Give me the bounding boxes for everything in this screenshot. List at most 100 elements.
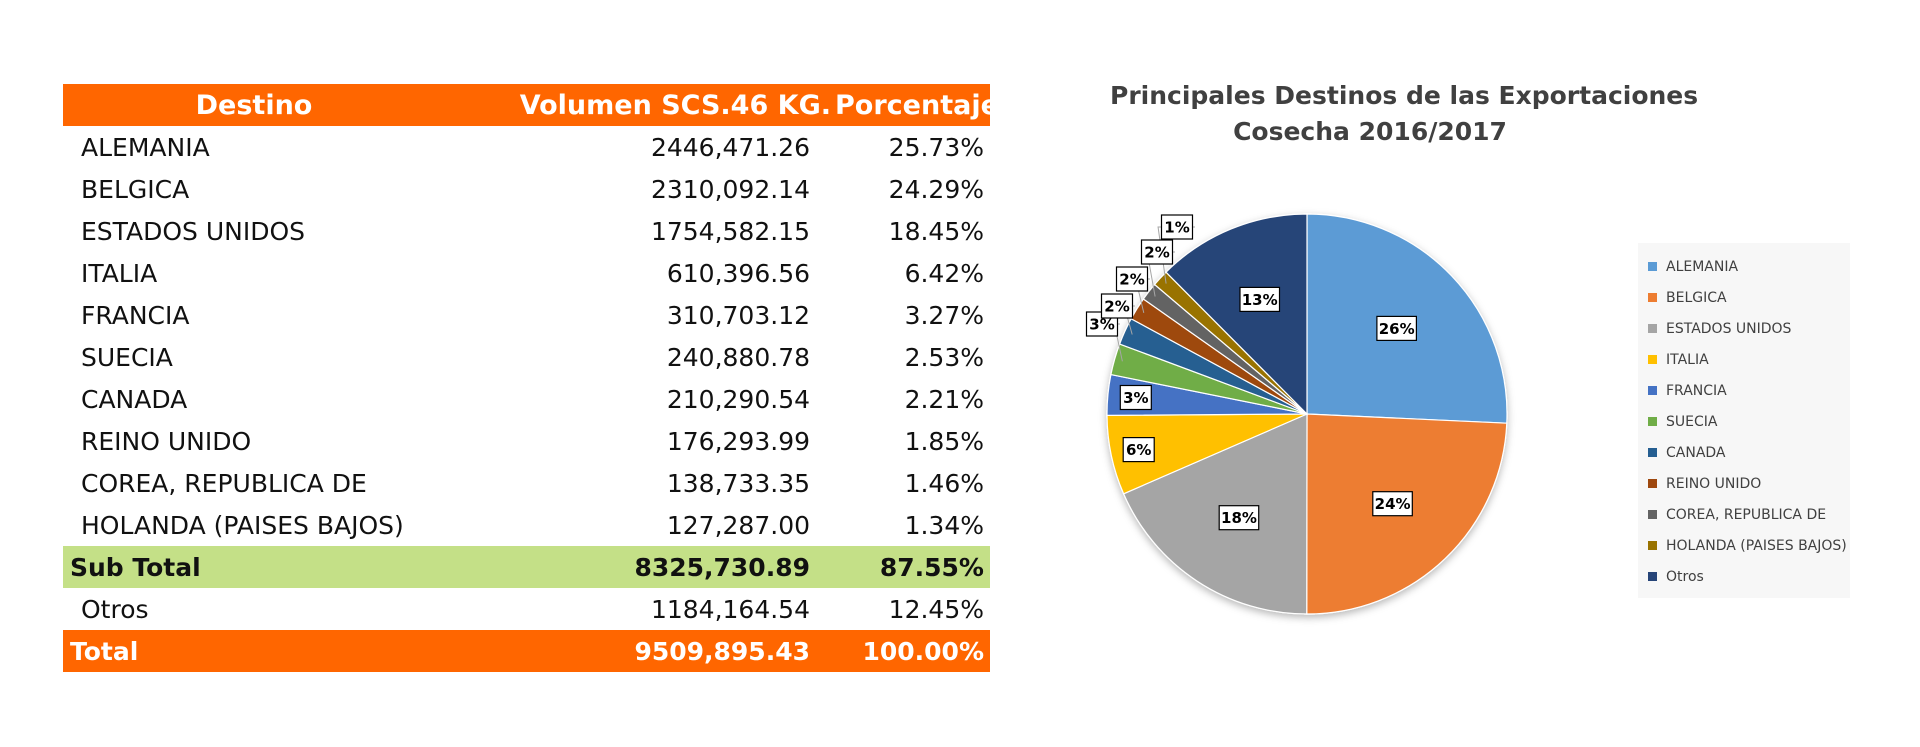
table-row: HOLANDA (PAISES BAJOS) 127,287.00 1.34%: [63, 504, 990, 546]
legend-item: CANADA: [1638, 437, 1850, 468]
legend-label: Otros: [1666, 568, 1704, 585]
cell-destino: FRANCIA: [81, 300, 190, 330]
cell-volumen: 2310,092.14: [650, 174, 810, 204]
legend-item: ITALIA: [1638, 344, 1850, 375]
table-row: BELGICA 2310,092.14 24.29%: [63, 168, 990, 210]
legend-label: HOLANDA (PAISES BAJOS): [1666, 537, 1847, 554]
pie-chart: 26%24%18%6%3%3%2%2%2%1%13%: [1085, 213, 1508, 615]
data-label: 2%: [1119, 271, 1144, 289]
cell-volumen: 176,293.99: [666, 426, 810, 456]
data-label: 1%: [1164, 219, 1189, 237]
legend-label: COREA, REPUBLICA DE: [1666, 506, 1827, 523]
data-label-box: [1160, 214, 1194, 240]
chart-title-line: Principales Destinos de las Exportacione…: [1110, 81, 1699, 110]
cell-destino: COREA, REPUBLICA DE: [81, 468, 367, 498]
legend-swatch: [1648, 479, 1657, 488]
total-row: Total 9509,895.43 100.00%: [63, 630, 990, 672]
data-label: 24%: [1375, 495, 1411, 513]
data-label: 13%: [1242, 291, 1278, 309]
table-row: ESTADOS UNIDOS 1754,582.15 18.45%: [63, 210, 990, 252]
table-row: ALEMANIA 2446,471.26 25.73%: [63, 126, 990, 168]
legend-swatch: [1648, 417, 1657, 426]
legend-label: REINO UNIDO: [1666, 475, 1762, 492]
data-label-box: [1140, 239, 1174, 265]
table-header-row: Destino Volumen SCS.46 KG. Porcentaje: [63, 84, 990, 126]
data-label-box: [1119, 384, 1152, 411]
legend-swatch: [1648, 355, 1657, 364]
header-porcentaje: Porcentaje: [835, 84, 990, 126]
data-label: 2%: [1104, 298, 1129, 316]
chart-subtitle-line: Cosecha 2016/2017: [1233, 117, 1507, 146]
header-destino: Destino: [63, 84, 445, 126]
cell-volumen: 210,290.54: [666, 384, 810, 414]
legend-swatch: [1648, 386, 1657, 395]
legend-label: FRANCIA: [1666, 382, 1727, 399]
cell-volumen: 2446,471.26: [650, 132, 810, 162]
legend-swatch: [1648, 572, 1657, 581]
data-label: 26%: [1379, 320, 1415, 338]
data-label: 3%: [1123, 389, 1148, 407]
legend-item: BELGICA: [1638, 282, 1850, 313]
legend-item: REINO UNIDO: [1638, 468, 1850, 499]
legend-swatch: [1648, 293, 1657, 302]
table-row: FRANCIA 310,703.12 3.27%: [63, 294, 990, 336]
table-row: ITALIA 610,396.56 6.42%: [63, 252, 990, 294]
cell-volumen: 240,880.78: [666, 342, 810, 372]
otros-label: Otros: [81, 594, 149, 624]
data-label-box: [1115, 266, 1149, 292]
table-row: REINO UNIDO 176,293.99 1.85%: [63, 420, 990, 462]
cell-porcentaje: 2.53%: [904, 342, 984, 372]
cell-porcentaje: 3.27%: [904, 300, 984, 330]
otros-row: Otros 1184,164.54 12.45%: [63, 588, 990, 630]
cell-destino: SUECIA: [81, 342, 173, 372]
cell-volumen: 310,703.12: [666, 300, 810, 330]
subtotal-label: Sub Total: [63, 546, 445, 588]
legend-swatch: [1648, 541, 1657, 550]
chart-legend: ALEMANIA BELGICA ESTADOS UNIDOS ITALIA FRANC…: [1638, 243, 1850, 598]
cell-volumen: 1754,582.15: [650, 216, 810, 246]
legend-swatch: [1648, 262, 1657, 271]
otros-porcentaje: 12.45%: [888, 594, 984, 624]
data-label-box: [1122, 437, 1155, 463]
cell-porcentaje: 24.29%: [888, 174, 984, 204]
cell-destino: REINO UNIDO: [81, 426, 252, 456]
cell-porcentaje: 2.21%: [904, 384, 984, 414]
cell-porcentaje: 6.42%: [904, 258, 984, 288]
legend-item: ESTADOS UNIDOS: [1638, 313, 1850, 344]
legend-item: HOLANDA (PAISES BAJOS): [1638, 530, 1850, 561]
header-volumen: Volumen SCS.46 KG.: [445, 84, 835, 126]
table-row: COREA, REPUBLICA DE 138,733.35 1.46%: [63, 462, 990, 504]
table-row: CANADA 210,290.54 2.21%: [63, 378, 990, 420]
chart-title: Principales Destinos de las Exportacione…: [1110, 78, 1699, 150]
cell-destino: ITALIA: [81, 258, 158, 288]
data-label-box: [1239, 286, 1281, 313]
table-body: ALEMANIA 2446,471.26 25.73% BELGICA 2310…: [63, 126, 990, 672]
cell-destino: BELGICA: [81, 174, 190, 204]
legend-label: CANADA: [1666, 444, 1726, 461]
export-table: Destino Volumen SCS.46 KG. Porcentaje AL…: [63, 84, 990, 672]
legend-item: COREA, REPUBLICA DE: [1638, 499, 1850, 530]
cell-volumen: 127,287.00: [666, 510, 810, 540]
legend-item: FRANCIA: [1638, 375, 1850, 406]
total-label: Total: [63, 630, 445, 672]
subtotal-volumen: 8325,730.89: [445, 546, 835, 588]
total-porcentaje: 100.00%: [835, 630, 990, 672]
legend-item: SUECIA: [1638, 406, 1850, 437]
legend-label: ALEMANIA: [1666, 258, 1739, 275]
data-label: 6%: [1126, 441, 1151, 459]
cell-volumen: 610,396.56: [666, 258, 810, 288]
cell-porcentaje: 1.85%: [904, 426, 984, 456]
data-label: 3%: [1089, 316, 1114, 334]
subtotal-porcentaje: 87.55%: [835, 546, 990, 588]
legend-label: ESTADOS UNIDOS: [1666, 320, 1792, 337]
cell-destino: ALEMANIA: [81, 132, 210, 162]
legend-swatch: [1648, 448, 1657, 457]
cell-porcentaje: 25.73%: [888, 132, 984, 162]
pie-slice: [1122, 413, 1308, 615]
pie-slice: [1165, 213, 1308, 416]
legend-label: BELGICA: [1666, 289, 1727, 306]
cell-porcentaje: 1.46%: [904, 468, 984, 498]
legend-swatch: [1648, 510, 1657, 519]
legend-swatch: [1648, 324, 1657, 333]
legend-label: ITALIA: [1666, 351, 1709, 368]
